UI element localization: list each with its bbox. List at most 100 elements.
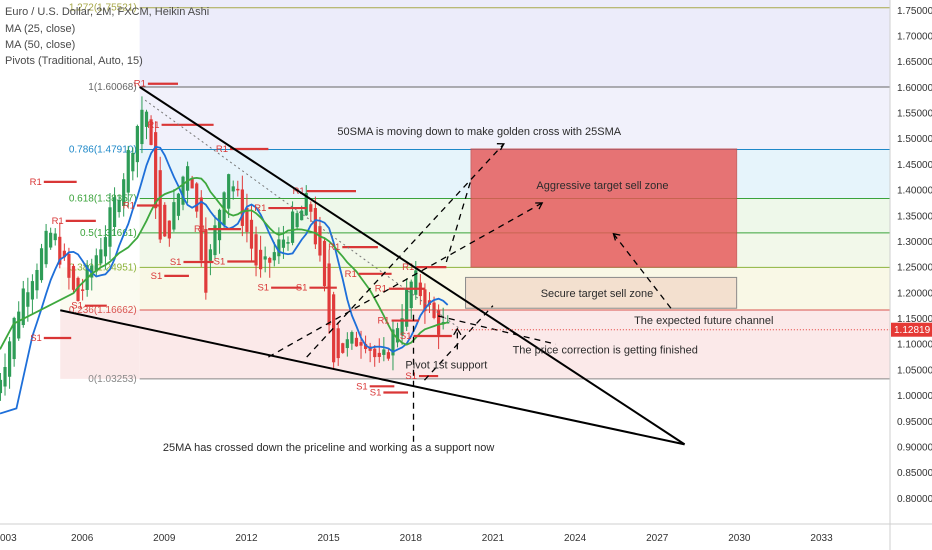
- candle-body: [181, 176, 185, 205]
- candle-body: [359, 342, 363, 346]
- candle-body: [163, 204, 167, 237]
- pivot-label: S1: [30, 333, 42, 344]
- secure-sell-zone[interactable]: [465, 276, 738, 309]
- candle-body: [53, 233, 57, 241]
- pivot-label: R1: [345, 269, 357, 280]
- candle-body: [49, 232, 53, 248]
- price-tick-label: 1.60000: [897, 83, 932, 94]
- arrow-head: [453, 327, 462, 336]
- candle-body: [30, 281, 35, 300]
- candle-body: [176, 193, 181, 216]
- candle-body: [304, 193, 308, 216]
- candle-body: [309, 204, 313, 212]
- channel-lower: [268, 202, 543, 358]
- pivot-label: R1: [123, 200, 135, 211]
- candle-body: [405, 289, 409, 327]
- future-channel-pointer: [612, 233, 672, 309]
- candle-body: [94, 255, 98, 272]
- pivot-label: S1: [151, 271, 163, 282]
- fib-label: 0.236(1.16662): [69, 305, 137, 316]
- pivots-legend: Pivots (Traditional, Auto, 15): [5, 55, 143, 67]
- pivot-label: R1: [52, 216, 64, 227]
- fib-label: 0.786(1.47910): [69, 144, 137, 155]
- candle-body: [154, 132, 158, 209]
- candle-body: [122, 179, 126, 207]
- candle-body: [318, 226, 322, 256]
- pivot-label: R1: [402, 262, 414, 273]
- fib-zone: [139, 0, 890, 8]
- ma25-note: 25MA has crossed down the priceline and …: [163, 442, 494, 454]
- candles: [0, 96, 450, 401]
- candle-body: [377, 352, 381, 357]
- candle-body: [263, 256, 267, 260]
- time-tick-label: 2009: [153, 533, 176, 544]
- candle-body: [386, 352, 391, 359]
- ma50-line: [0, 176, 449, 350]
- candle-body: [249, 219, 254, 249]
- candle-body: [423, 289, 427, 312]
- last-price-badge[interactable]: [891, 322, 932, 337]
- ma50-legend: MA (50, close): [5, 39, 75, 51]
- candle-body: [336, 328, 340, 359]
- candle-body: [17, 311, 21, 339]
- arrow-head: [535, 202, 544, 210]
- pivot-label: S1: [257, 283, 269, 294]
- candle-body: [135, 125, 139, 163]
- candle-body: [0, 379, 3, 394]
- trend-line[interactable]: [60, 309, 685, 446]
- price-tick-label: 1.40000: [897, 186, 932, 197]
- candle-body: [354, 337, 359, 347]
- price-tick-label: 0.95000: [897, 417, 932, 428]
- fib-zone: [60, 309, 140, 379]
- annotations: 50SMA is moving down to make golden cros…: [163, 126, 774, 454]
- price-tick-label: 1.70000: [897, 31, 932, 42]
- candle-body: [236, 188, 240, 191]
- candle-body: [21, 288, 25, 326]
- candle-body: [382, 349, 386, 355]
- candle-body: [126, 149, 130, 193]
- fib-label: 1(1.60068): [88, 82, 136, 93]
- candle-body: [414, 270, 418, 295]
- candle-body: [322, 240, 327, 287]
- fib-zone: [139, 86, 890, 150]
- channel-mid: [423, 305, 494, 381]
- pivot-label: S1: [214, 256, 226, 267]
- candle-body: [185, 166, 190, 191]
- ma25-line: [0, 145, 449, 415]
- trend-line[interactable]: [139, 86, 686, 446]
- candle-body: [217, 209, 222, 241]
- candle-body: [254, 234, 258, 266]
- pivot-label: S1: [296, 283, 308, 294]
- price-tick-label: 1.35000: [897, 211, 932, 222]
- time-axis: 003 2006 2009 2012 2015 2018 2021 2024 2027 2030 2…: [0, 533, 833, 544]
- pivot-label: S1: [400, 331, 412, 342]
- candle-body: [12, 317, 16, 360]
- pivot-support-label: Pivot 1st support: [405, 360, 487, 372]
- price-tick-label: 1.10000: [897, 340, 932, 351]
- time-tick-label: 003: [0, 533, 17, 544]
- time-tick-label: 2024: [564, 533, 587, 544]
- price-tick-label: 1.00000: [897, 391, 932, 402]
- ma50-note: 50SMA is moving down to make golden cros…: [337, 126, 621, 138]
- candle-body: [3, 367, 7, 387]
- candle-body: [345, 339, 349, 349]
- candle-body: [71, 265, 76, 290]
- candle-body: [81, 289, 85, 291]
- candle-body: [277, 239, 281, 257]
- candle-body: [290, 211, 295, 243]
- pivot-label: R1: [216, 144, 228, 155]
- candle-body: [281, 239, 286, 248]
- candle-body: [259, 249, 263, 270]
- candle-body: [327, 263, 331, 326]
- time-tick-label: 2006: [71, 533, 94, 544]
- fib-label: 1.272(1.75521): [69, 3, 137, 14]
- time-tick-label: 2027: [646, 533, 669, 544]
- time-tick-label: 2015: [317, 533, 340, 544]
- candle-body: [190, 178, 194, 189]
- pivot-label: R1: [30, 177, 42, 188]
- aggressive-sell-zone[interactable]: [470, 148, 738, 268]
- price-tick-label: 0.90000: [897, 442, 932, 453]
- price-tick-label: 1.45000: [897, 160, 932, 171]
- candle-body: [437, 310, 441, 335]
